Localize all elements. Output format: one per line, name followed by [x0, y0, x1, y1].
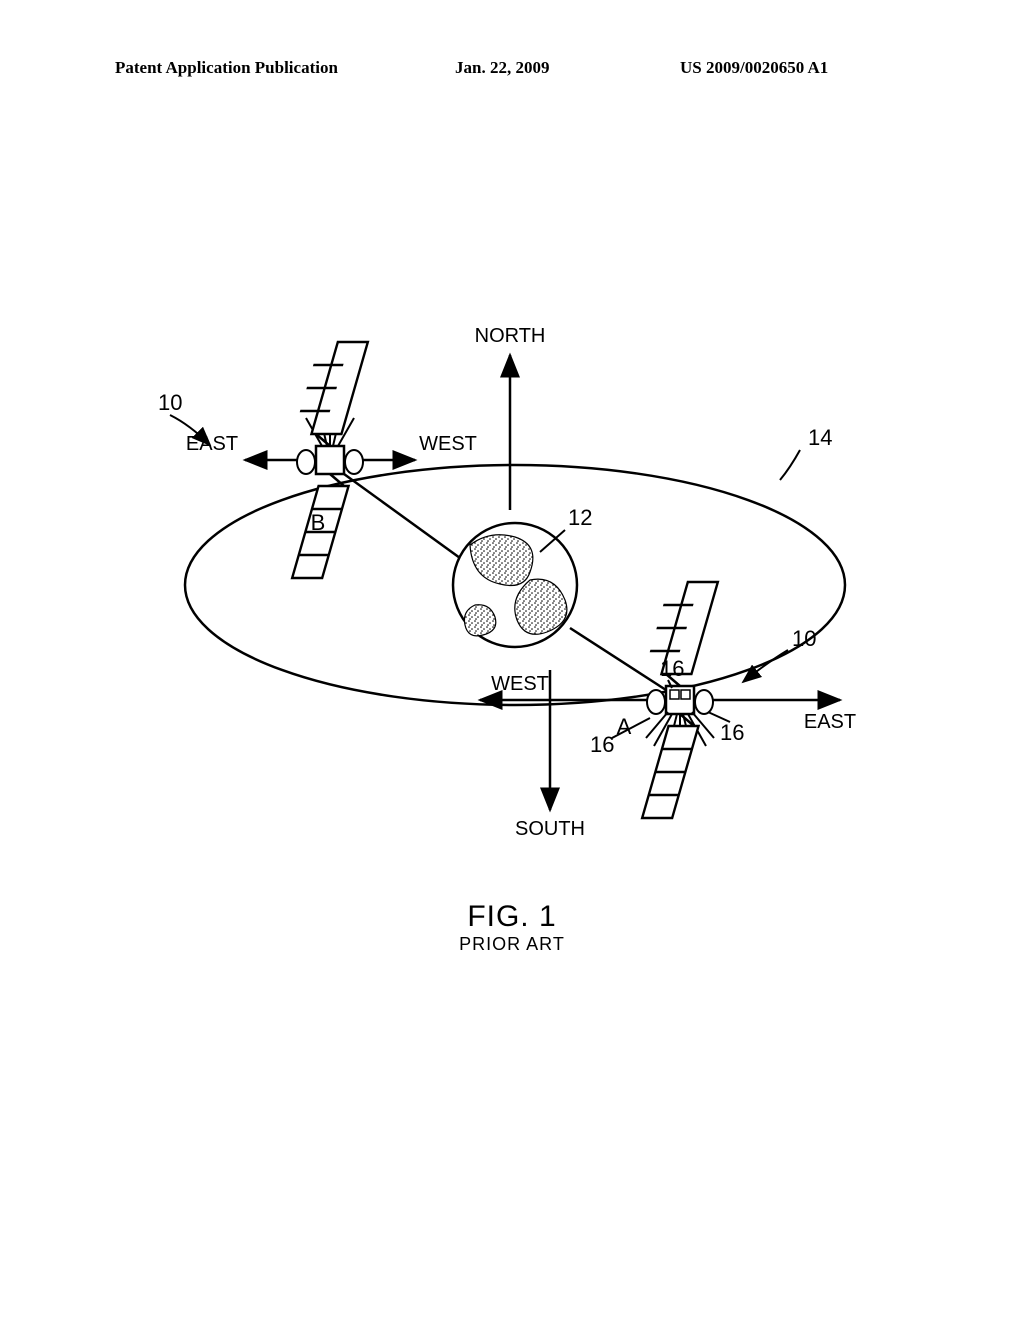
- ref10a-label: 10: [158, 390, 182, 415]
- figure-subtitle: PRIOR ART: [0, 934, 1024, 955]
- earth: [453, 523, 577, 647]
- header-left: Patent Application Publication: [115, 58, 338, 78]
- ref14-label: 14: [808, 425, 832, 450]
- header-date: Jan. 22, 2009: [455, 58, 549, 78]
- ref16b-label: 16: [590, 732, 614, 757]
- ref10b: 10: [743, 626, 816, 682]
- satB-west: WEST: [419, 433, 477, 455]
- ref12-label: 12: [568, 505, 592, 530]
- figure-1-container: NORTH SOUTH 14 12 EAST WEST: [120, 320, 900, 880]
- satellite-b: EAST WEST: [186, 342, 477, 578]
- ref10a: 10: [158, 390, 210, 445]
- satB-east: EAST: [186, 433, 238, 455]
- south-label: SOUTH: [515, 818, 585, 840]
- ref14-leader: [780, 450, 800, 480]
- ref16c-label: 16: [720, 720, 744, 745]
- satA-east: EAST: [804, 711, 856, 733]
- header-pubnum: US 2009/0020650 A1: [680, 58, 828, 78]
- figure-1-svg: NORTH SOUTH 14 12 EAST WEST: [120, 320, 900, 880]
- ref10b-label: 10: [792, 626, 816, 651]
- satA-west: WEST: [491, 673, 549, 695]
- figure-number: FIG. 1: [0, 900, 1024, 934]
- north-label: NORTH: [475, 325, 546, 347]
- line-a-earth: [570, 628, 666, 690]
- line-b-earth: [344, 474, 460, 558]
- posB-label: B: [311, 510, 326, 535]
- ref16a-label: 16: [660, 656, 684, 681]
